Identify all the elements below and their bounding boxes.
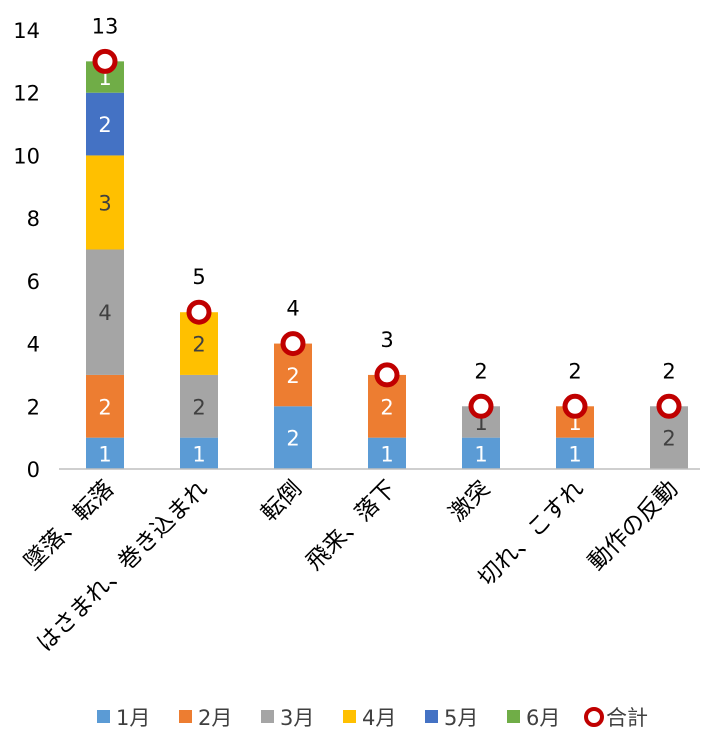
y-tick-label: 6 [27, 270, 40, 294]
legend-label: 6月 [526, 706, 560, 730]
segment-data-label: 2 [192, 333, 205, 357]
legend-marker [584, 707, 604, 727]
category-tick-label: 飛来、落下 [302, 476, 402, 576]
legend-label: 1月 [116, 706, 150, 730]
bar-segment [180, 437, 218, 469]
total-data-label: 2 [474, 359, 487, 383]
bar-segment [274, 406, 312, 469]
y-tick-label: 14 [13, 19, 40, 43]
segment-data-label: 2 [192, 395, 205, 419]
legend-swatch [343, 710, 356, 723]
segment-data-label: 2 [662, 427, 675, 451]
total-data-label: 4 [286, 297, 299, 321]
legend-swatch [507, 710, 520, 723]
category-tick-label: 動作の反動 [584, 476, 684, 576]
segment-data-label: 1 [192, 442, 205, 466]
segment-data-label: 1 [568, 442, 581, 466]
segment-data-label: 2 [286, 427, 299, 451]
category-tick-label: はさまれ、巻き込まれ [32, 476, 213, 657]
y-tick-label: 0 [27, 458, 40, 482]
legend-label: 4月 [362, 706, 396, 730]
legend-swatch [425, 710, 438, 723]
bar-segment [86, 437, 124, 469]
bar-segment [86, 155, 124, 250]
bar-segment [180, 374, 218, 438]
total-data-label: 3 [380, 328, 393, 352]
total-marker [374, 362, 400, 388]
total-marker [92, 48, 118, 74]
y-tick-label: 8 [27, 207, 40, 231]
segment-data-label: 2 [98, 395, 111, 419]
bar-segment [462, 437, 500, 469]
legend-swatch [179, 710, 192, 723]
bar-segment [86, 249, 124, 375]
segment-data-label: 2 [380, 395, 393, 419]
total-marker [656, 393, 682, 419]
bar-segment [368, 437, 406, 469]
segment-data-label: 1 [98, 442, 111, 466]
legend-label: 合計 [606, 706, 648, 730]
total-data-label: 13 [92, 14, 119, 38]
segment-data-label: 1 [474, 442, 487, 466]
y-tick-label: 10 [13, 144, 40, 168]
segment-data-label: 2 [286, 364, 299, 388]
total-marker [280, 331, 306, 357]
total-marker [186, 299, 212, 325]
category-tick-label: 墜落、転落 [20, 476, 120, 576]
bar-segment [86, 92, 124, 156]
legend-label: 2月 [198, 706, 232, 730]
category-tick-label: 転倒 [256, 476, 307, 527]
category-tick-label: 激突 [444, 476, 495, 527]
bar-segment [556, 437, 594, 469]
total-data-label: 2 [568, 359, 581, 383]
total-data-label: 2 [662, 359, 675, 383]
total-marker [562, 393, 588, 419]
legend-swatch [261, 710, 274, 723]
segment-data-label: 2 [98, 113, 111, 137]
y-tick-label: 4 [27, 333, 40, 357]
y-tick-label: 2 [27, 395, 40, 419]
y-tick-label: 12 [13, 82, 40, 106]
total-data-label: 5 [192, 265, 205, 289]
legend-label: 3月 [280, 706, 314, 730]
segment-data-label: 4 [98, 301, 111, 325]
legend-label: 5月 [444, 706, 478, 730]
legend-swatch [97, 710, 110, 723]
segment-data-label: 1 [380, 442, 393, 466]
bar-segment [86, 374, 124, 438]
segment-data-label: 3 [98, 191, 111, 215]
total-marker [468, 393, 494, 419]
